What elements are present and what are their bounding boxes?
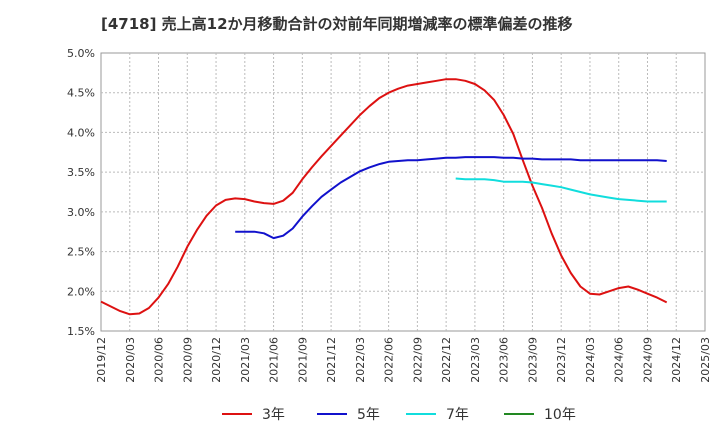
x-tick-label: 2023/12 — [555, 337, 568, 383]
series-line-7年 — [455, 177, 667, 203]
x-tick-label: 2023/09 — [526, 337, 539, 383]
x-tick-label: 2021/12 — [325, 337, 338, 383]
x-tick-label: 2021/03 — [239, 337, 252, 383]
x-tick-label: 2019/12 — [95, 337, 108, 383]
x-tick-label: 2022/06 — [383, 337, 396, 383]
y-tick-label: 2.0% — [67, 285, 95, 298]
series-line-3年 — [100, 78, 668, 316]
series-lines — [100, 78, 668, 316]
x-tick-label: 2022/09 — [411, 337, 424, 383]
x-tick-label: 2023/03 — [469, 337, 482, 383]
x-tick-label: 2024/06 — [613, 337, 626, 383]
y-tick-label: 2.5% — [67, 246, 95, 259]
horizontal-gridlines — [101, 92, 705, 292]
x-axis-ticks: 2019/12 2020/03 2020/06 2020/09 2020/12 2021/… — [95, 337, 712, 383]
x-tick-label: 2023/06 — [498, 337, 511, 383]
x-tick-label: 2020/09 — [181, 337, 194, 383]
x-tick-label: 2021/06 — [268, 337, 281, 383]
y-tick-label: 3.0% — [67, 206, 95, 219]
legend-label: 5年 — [357, 407, 380, 423]
x-tick-label: 2020/12 — [210, 337, 223, 383]
series-line-5年 — [235, 156, 667, 240]
x-tick-label: 2022/12 — [440, 337, 453, 383]
x-tick-label: 2020/06 — [153, 337, 166, 383]
legend-label: 7年 — [446, 407, 469, 423]
y-tick-label: 3.5% — [67, 166, 95, 179]
x-tick-label: 2024/12 — [670, 337, 683, 383]
legend: 3年 5年 7年 10年 — [222, 407, 576, 423]
x-tick-label: 2020/03 — [124, 337, 137, 383]
y-tick-label: 1.5% — [67, 325, 95, 338]
x-tick-label: 2022/03 — [354, 337, 367, 383]
chart-title: [4718] 売上高12か月移動合計の対前年同期増減率の標準偏差の推移 — [101, 15, 573, 33]
x-tick-label: 2025/03 — [699, 337, 712, 383]
y-axis-ticks: 5.0% 4.5% 4.0% 3.5% 3.0% 2.5% 2.0% 1.5% — [67, 47, 95, 338]
y-tick-label: 5.0% — [67, 47, 95, 60]
y-tick-label: 4.5% — [67, 87, 95, 100]
legend-label: 3年 — [262, 407, 285, 423]
x-tick-label: 2024/03 — [584, 337, 597, 383]
x-tick-label: 2021/09 — [296, 337, 309, 383]
y-tick-label: 4.0% — [67, 126, 95, 139]
plot-area — [100, 52, 706, 332]
legend-label: 10年 — [544, 407, 576, 423]
x-tick-label: 2024/09 — [641, 337, 654, 383]
